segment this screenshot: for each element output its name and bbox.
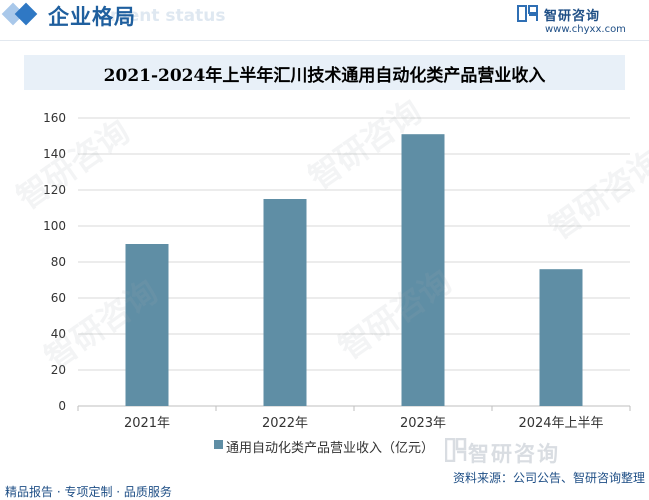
bar [539,269,583,406]
x-tick-label: 2021年 [124,416,170,431]
bar [125,244,169,406]
footer-tagline: 精品报告 · 专项定制 · 品质服务 [5,485,172,499]
chart-title: 2021-2024年上半年汇川技术通用自动化类产品营业收入 [103,66,546,86]
y-tick-label: 0 [58,399,66,413]
data-source: 资料来源：公司公告、智研咨询整理 [452,471,645,485]
y-tick-label: 140 [43,147,66,161]
bar [401,134,445,406]
brand-url: www.chyxx.com [545,24,626,35]
y-tick-label: 100 [43,219,66,233]
chart-title-band: 2021-2024年上半年汇川技术通用自动化类产品营业收入 [24,55,625,90]
x-tick-label: 2022年 [262,416,308,431]
x-tick-label: 2024年上半年 [518,416,603,431]
y-tick-label: 60 [51,291,66,305]
brand-logo-icon [517,5,538,22]
section-title: 企业格局 [48,5,136,29]
brand-name: 智研咨询 [544,9,601,24]
y-tick-label: 160 [43,111,66,125]
y-tick-label: 40 [51,327,66,341]
page-footer: 精品报告 · 专项定制 · 品质服务 资料来源：公司公告、智研咨询整理 [0,471,649,500]
brand-logo-block: 智研咨询 www.chyxx.com [517,4,637,38]
page-header: ment status 企业格局 智研咨询 www.chyxx.com [0,0,649,42]
header-subtitle: ment status [110,6,226,26]
legend-swatch [214,440,223,449]
diamond-icon [14,2,38,26]
bar [263,199,307,406]
bar-chart: 0 20 40 60 80 100 120 140 160 2021年 2022年 2023年 2024… [43,111,631,431]
legend-label: 通用自动化类产品营业收入（亿元） [226,441,435,456]
y-tick-label: 80 [51,255,66,269]
x-tick-label: 2023年 [400,416,446,431]
y-tick-label: 20 [51,363,66,377]
footer-brand-logo-icon [445,438,467,462]
header-divider [0,40,649,41]
footer-brand-watermark: 智研咨询 [468,442,560,466]
y-tick-label: 120 [43,183,66,197]
